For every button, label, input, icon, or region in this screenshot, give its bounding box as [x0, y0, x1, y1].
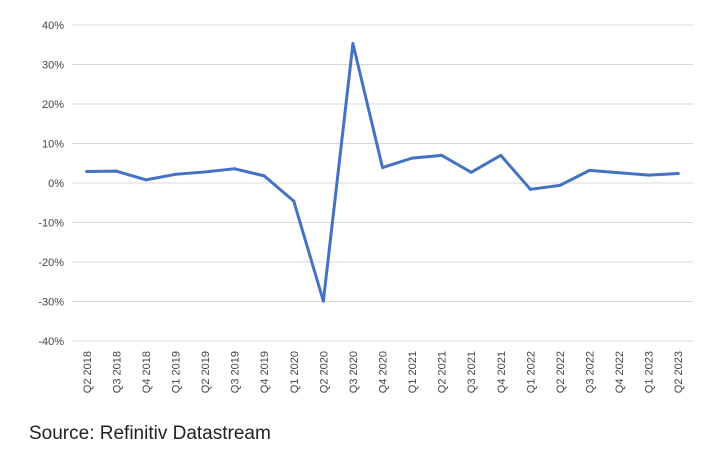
x-tick-label: Q4 2019 — [259, 351, 271, 393]
x-tick-label: Q3 2022 — [585, 351, 597, 393]
x-tick-label: Q3 2020 — [348, 351, 360, 393]
data-point — [114, 169, 118, 173]
data-point — [351, 42, 355, 46]
x-tick-label: Q2 2019 — [200, 351, 212, 393]
data-point — [528, 187, 532, 191]
data-point — [233, 167, 237, 171]
x-tick-label: Q2 2020 — [318, 351, 330, 393]
data-point — [558, 183, 562, 187]
data-point — [647, 173, 651, 177]
line-chart: 40% 30% 20% 10% 0% -10% -20% -30% -40% Q2 2018 Q3… — [38, 20, 693, 393]
x-tick-label: Q1 2022 — [525, 351, 537, 393]
x-tick-label: Q4 2022 — [614, 351, 626, 393]
data-point — [617, 171, 621, 175]
x-tick-label: Q2 2018 — [82, 351, 94, 393]
data-point — [262, 174, 266, 178]
y-tick-label: 0% — [48, 178, 64, 190]
y-tick-label: -30% — [38, 297, 64, 309]
x-tick-label: Q4 2018 — [141, 351, 153, 393]
x-tick-label: Q1 2023 — [644, 351, 656, 393]
source-note: Source: Refinitiv Datastream — [29, 423, 271, 444]
y-tick-label: -20% — [38, 257, 64, 269]
data-point — [174, 172, 177, 176]
x-tick-label: Q1 2021 — [407, 351, 419, 393]
x-tick-label: Q4 2020 — [378, 351, 390, 393]
x-tick-label: Q2 2022 — [555, 351, 567, 393]
x-tick-label: Q2 2023 — [673, 351, 685, 393]
x-tick-label: Q3 2018 — [111, 351, 123, 393]
data-point — [440, 153, 444, 157]
x-tick-label: Q2 2021 — [437, 351, 449, 393]
data-point — [588, 168, 591, 172]
data-point — [144, 178, 148, 182]
data-point — [381, 166, 384, 170]
y-axis-tick-labels: 40% 30% 20% 10% 0% -10% -20% -30% -40% — [38, 20, 64, 348]
y-tick-label: -40% — [38, 336, 64, 348]
x-axis-tick-labels: Q2 2018 Q3 2018 Q4 2018 Q1 2019 Q2 2019 Q3 20… — [82, 351, 685, 393]
x-tick-label: Q3 2019 — [230, 351, 242, 393]
y-tick-label: 30% — [42, 60, 64, 72]
y-tick-label: 10% — [42, 139, 64, 151]
data-point — [292, 199, 296, 203]
y-tick-label: 20% — [42, 99, 64, 111]
data-point — [321, 299, 325, 303]
series-layer — [85, 42, 680, 303]
data-point — [676, 172, 680, 176]
data-point — [410, 156, 414, 160]
data-point — [85, 170, 89, 174]
data-point — [499, 153, 503, 157]
x-tick-label: Q1 2019 — [171, 351, 183, 393]
data-point — [203, 170, 207, 174]
x-tick-label: Q3 2021 — [466, 351, 478, 393]
gridlines — [72, 24, 693, 342]
y-tick-label: -10% — [38, 218, 64, 230]
x-tick-label: Q1 2020 — [289, 351, 301, 393]
y-tick-label: 40% — [42, 20, 64, 32]
data-point — [469, 170, 473, 174]
x-tick-label: Q4 2021 — [496, 351, 508, 393]
